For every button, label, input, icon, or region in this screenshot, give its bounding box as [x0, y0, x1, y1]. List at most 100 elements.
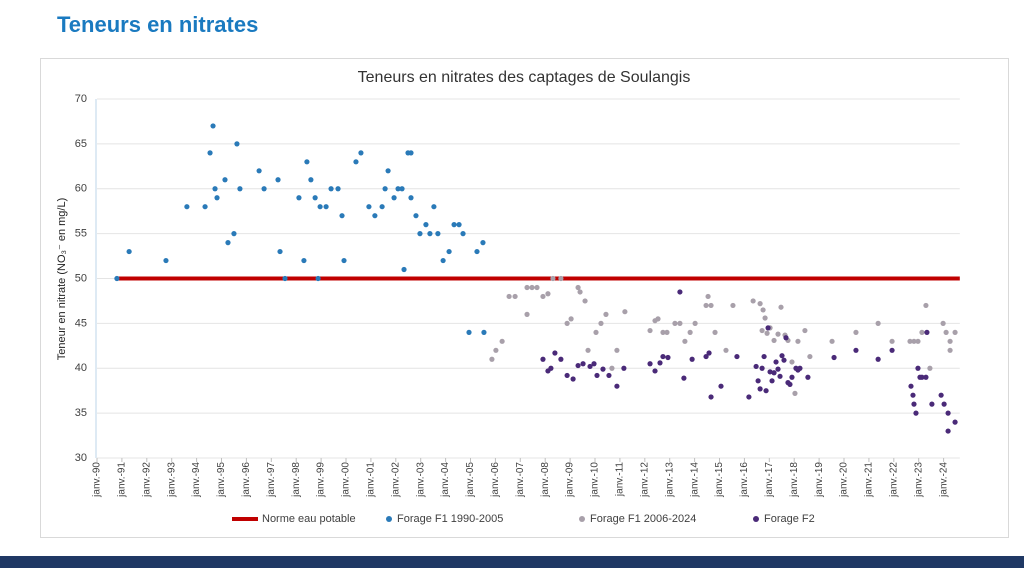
data-point [606, 372, 612, 379]
data-point [524, 311, 530, 317]
data-point [769, 378, 775, 384]
data-point [746, 394, 752, 400]
data-point [829, 338, 835, 344]
data-point [647, 327, 653, 334]
data-point [282, 275, 288, 282]
data-point [712, 329, 718, 335]
data-point [705, 293, 711, 300]
data-point [919, 329, 925, 335]
x-tick-label: janv.-90 [92, 462, 103, 498]
x-tick-label: janv.-18 [789, 462, 800, 498]
data-point [114, 275, 120, 282]
data-point [947, 347, 953, 353]
data-point [778, 304, 784, 310]
data-point [908, 383, 914, 389]
x-tick-label: janv.-07 [515, 462, 526, 498]
y-tick-label: 65 [75, 138, 87, 150]
data-point [947, 338, 953, 344]
data-point [339, 213, 345, 219]
data-point [312, 195, 318, 201]
data-point [296, 195, 302, 201]
data-point [915, 338, 921, 344]
data-point [759, 365, 765, 371]
data-point [765, 325, 771, 331]
data-point [665, 354, 671, 361]
data-point [489, 356, 495, 362]
data-point [915, 365, 921, 371]
data-point [558, 275, 564, 282]
x-tick-label: janv.-11 [615, 462, 626, 498]
data-point [831, 354, 837, 361]
data-point [435, 231, 441, 237]
data-point [335, 186, 341, 192]
data-point [456, 222, 462, 228]
data-point [214, 195, 220, 201]
data-point [660, 353, 666, 360]
x-tick-label: janv.-01 [366, 462, 377, 498]
data-point [664, 329, 670, 335]
data-point [163, 257, 169, 264]
data-point [460, 231, 466, 237]
data-point [341, 257, 347, 264]
data-point [558, 356, 564, 362]
data-point [687, 329, 693, 335]
x-tick-label: janv.-10 [590, 462, 601, 498]
data-point [366, 204, 372, 210]
x-tick-label: janv.-00 [341, 462, 352, 498]
data-point [723, 347, 729, 353]
data-point [317, 204, 323, 210]
x-tick-label: janv.-05 [465, 462, 476, 498]
data-point [853, 329, 859, 335]
data-point [775, 366, 781, 372]
data-point [775, 331, 781, 337]
x-tick-label: janv.-06 [490, 462, 501, 498]
data-point [304, 159, 310, 165]
data-point [889, 347, 895, 353]
data-point [275, 177, 281, 183]
data-point [783, 335, 789, 341]
data-point [600, 366, 606, 372]
x-tick-label: janv.-98 [291, 462, 302, 498]
legend-swatch [753, 516, 759, 522]
data-point [807, 353, 813, 360]
y-tick-label: 60 [75, 183, 87, 195]
data-point [797, 365, 803, 371]
data-point [875, 320, 881, 326]
data-point [938, 392, 944, 398]
data-point [587, 363, 593, 370]
data-point [718, 383, 724, 389]
data-point [660, 329, 666, 335]
data-point [647, 361, 653, 367]
data-point [401, 266, 407, 273]
data-point [466, 329, 472, 335]
data-point [622, 309, 628, 315]
data-point [540, 293, 546, 300]
data-point [395, 186, 401, 192]
data-point [708, 302, 714, 309]
data-point [792, 390, 798, 396]
data-point [474, 248, 480, 255]
data-point [692, 320, 698, 326]
data-point [911, 338, 917, 344]
x-tick-label: janv.-15 [714, 462, 725, 498]
data-point [945, 428, 951, 434]
data-point [261, 186, 267, 192]
data-point [234, 141, 240, 147]
x-tick-label: janv.-20 [839, 462, 850, 498]
footer-bar [0, 556, 1024, 568]
data-point [907, 338, 913, 344]
y-tick-label: 70 [75, 93, 87, 105]
data-point [760, 307, 766, 313]
data-point [315, 275, 321, 282]
data-point [759, 327, 765, 334]
data-point [593, 329, 599, 335]
data-point [929, 401, 935, 407]
chart-title: Teneurs en nitrates des captages de Soul… [358, 69, 691, 86]
data-point [911, 401, 917, 407]
data-point [564, 320, 570, 326]
data-point [924, 329, 930, 335]
data-point [550, 275, 556, 282]
data-point [781, 357, 787, 363]
y-tick-label: 35 [75, 407, 87, 419]
